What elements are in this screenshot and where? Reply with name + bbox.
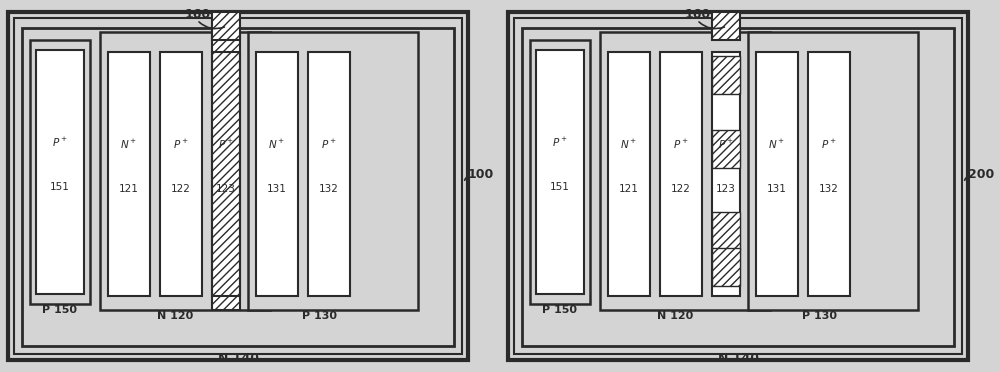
Text: $P^+$: $P^+$ [552, 136, 568, 149]
Text: N 120: N 120 [657, 311, 693, 321]
Text: 151: 151 [550, 182, 570, 192]
Bar [608, 52, 650, 296]
Text: $N^+$: $N^+$ [768, 138, 786, 151]
Bar [22, 28, 454, 346]
Bar [660, 52, 702, 296]
Bar [748, 32, 918, 310]
Text: P 130: P 130 [802, 311, 838, 321]
Text: 122: 122 [171, 184, 191, 194]
Text: 132: 132 [819, 184, 839, 194]
Bar [30, 40, 90, 304]
Bar [8, 12, 468, 360]
Bar [100, 32, 270, 310]
Bar [308, 52, 350, 296]
Text: $P^+$: $P^+$ [321, 138, 337, 151]
Text: $P^+$: $P^+$ [718, 138, 734, 151]
Text: $P^+$: $P^+$ [821, 138, 837, 151]
Bar [248, 32, 418, 310]
Text: P 150: P 150 [42, 305, 78, 315]
Text: 123: 123 [216, 184, 236, 194]
Text: 160: 160 [685, 8, 711, 21]
Bar [756, 52, 798, 296]
Bar [536, 50, 584, 294]
Bar [712, 248, 740, 286]
Text: 123: 123 [716, 184, 736, 194]
Text: 131: 131 [767, 184, 787, 194]
Bar [508, 12, 968, 360]
Text: 132: 132 [319, 184, 339, 194]
Bar [600, 32, 770, 310]
Bar [712, 212, 740, 250]
Text: N 140: N 140 [718, 352, 759, 365]
Text: $P^+$: $P^+$ [673, 138, 689, 151]
Bar [712, 12, 740, 40]
Text: N 140: N 140 [218, 352, 258, 365]
Text: 100: 100 [468, 169, 494, 182]
Text: 200: 200 [968, 169, 994, 182]
Text: N 120: N 120 [157, 311, 193, 321]
Text: $N^+$: $N^+$ [268, 138, 286, 151]
Bar [36, 50, 84, 294]
Bar [14, 18, 462, 354]
Bar [712, 130, 740, 168]
Text: $N^+$: $N^+$ [120, 138, 138, 151]
Text: 151: 151 [50, 182, 70, 192]
Text: $P^+$: $P^+$ [52, 136, 68, 149]
Text: P 150: P 150 [542, 305, 578, 315]
Bar [160, 52, 202, 296]
Bar [712, 56, 740, 94]
Text: 131: 131 [267, 184, 287, 194]
Bar [256, 52, 298, 296]
Bar [712, 52, 740, 296]
Text: 121: 121 [119, 184, 139, 194]
Bar [212, 12, 240, 40]
Text: $P^+$: $P^+$ [173, 138, 189, 151]
Text: $N^+$: $N^+$ [620, 138, 638, 151]
Text: 160: 160 [185, 8, 211, 21]
Bar [108, 52, 150, 296]
Bar [530, 40, 590, 304]
Text: $P^+$: $P^+$ [218, 138, 234, 151]
Bar [212, 32, 240, 310]
Text: P 130: P 130 [302, 311, 338, 321]
Bar [212, 52, 240, 296]
Bar [808, 52, 850, 296]
Text: 121: 121 [619, 184, 639, 194]
Text: 122: 122 [671, 184, 691, 194]
Bar [514, 18, 962, 354]
Bar [522, 28, 954, 346]
